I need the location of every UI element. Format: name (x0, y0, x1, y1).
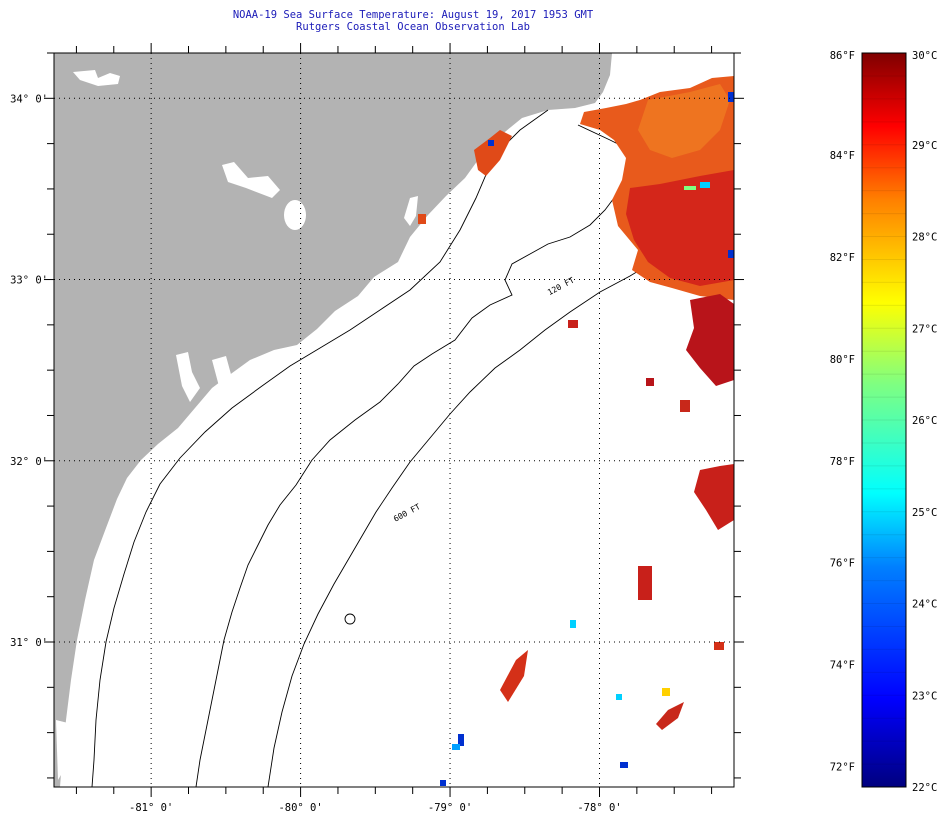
colorbar-bands (862, 52, 906, 788)
colorbar-celsius-label: 23°C (912, 690, 937, 702)
lat-tick-label: 32° 0' (10, 456, 48, 468)
sst-warm-region (418, 76, 734, 730)
lat-tick-label: 34° 0' (10, 93, 48, 105)
land-area (54, 53, 612, 787)
map-title: NOAA-19 Sea Surface Temperature: August … (232, 9, 594, 21)
colorbar-fahrenheit-label: 76°F (830, 558, 855, 570)
colorbar-fahrenheit-label: 86°F (830, 50, 855, 62)
colorbar-celsius-label: 26°C (912, 415, 937, 427)
contour-600ft (267, 221, 734, 787)
axis-ticks (44, 43, 744, 797)
map-subtitle: Rutgers Coastal Ocean Observation Lab (296, 21, 530, 33)
colorbar-fahrenheit-label: 80°F (830, 354, 855, 366)
lat-tick-label: 33° 0' (10, 275, 48, 287)
land-cloud-patches (56, 70, 418, 780)
colorbar-fahrenheit-label: 74°F (830, 660, 855, 672)
colorbar-celsius-label: 27°C (912, 323, 937, 335)
colorbar (861, 52, 907, 788)
lon-tick-label: -80° 0' (278, 802, 322, 814)
lat-tick-label: 31° 0' (10, 637, 48, 649)
colorbar-celsius-label: 24°C (912, 599, 937, 611)
colorbar-celsius-label: 30°C (912, 50, 937, 62)
colorbar-fahrenheit-label: 78°F (830, 456, 855, 468)
colorbar-fahrenheit-label: 84°F (830, 150, 855, 162)
sst-cold-speckles (440, 92, 734, 786)
axis-tick-labels: -81° 0' -80° 0' -79° 0' -78° 0' 34° 0' 33° 0'… (10, 93, 622, 814)
colorbar-celsius-label: 25°C (912, 507, 937, 519)
contour-120ft (195, 124, 633, 787)
lon-tick-label: -78° 0' (577, 802, 621, 814)
graticule (54, 53, 734, 787)
colorbar-celsius-label: 28°C (912, 232, 937, 244)
colorbar-celsius-label: 22°C (912, 782, 937, 794)
colorbar-fahrenheit-label: 72°F (830, 762, 855, 774)
lon-tick-label: -79° 0' (428, 802, 472, 814)
lon-tick-label: -81° 0' (129, 802, 173, 814)
colorbar-fahrenheit-label: 82°F (830, 252, 855, 264)
colorbar-labels: 30°C 29°C 28°C 27°C 26°C 25°C 24°C 23°C 22°C 86°F… (830, 50, 938, 794)
seamount-contour (344, 613, 356, 625)
colorbar-celsius-label: 29°C (912, 140, 937, 152)
map-frame (53, 52, 735, 788)
shelf-outline (91, 109, 549, 787)
